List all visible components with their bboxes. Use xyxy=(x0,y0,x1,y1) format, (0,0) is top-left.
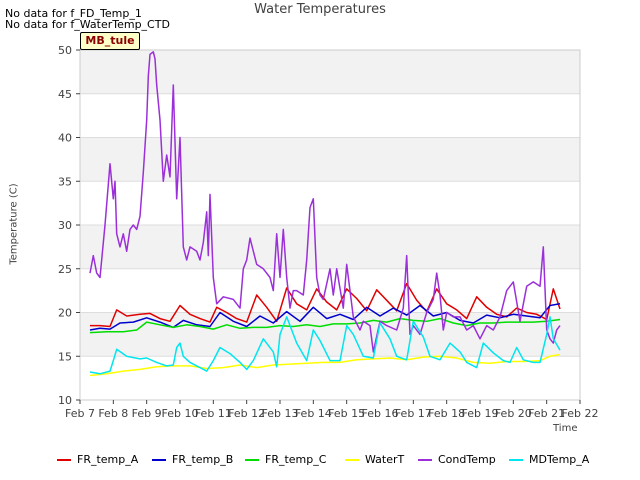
legend-item-fr-temp-c: FR_temp_C xyxy=(245,453,326,466)
plot-band xyxy=(80,312,580,357)
site-badge: MB_tule xyxy=(80,32,140,50)
no-data-note-1: No data for f_FD_Temp_1 xyxy=(5,7,142,20)
legend-label: FR_temp_A xyxy=(77,453,139,466)
y-tick-label: 45 xyxy=(58,88,72,101)
series-line-fr-temp-c xyxy=(89,317,561,334)
x-tick-label: Feb 14 xyxy=(295,407,332,420)
legend-swatch xyxy=(245,458,259,461)
x-tick-label: Feb 13 xyxy=(262,407,299,420)
x-tick-label: Feb 19 xyxy=(462,407,499,420)
plot-band xyxy=(80,181,580,225)
series-line-fr-temp-a xyxy=(90,282,561,328)
x-tick-label: Feb 20 xyxy=(495,407,532,420)
x-tick-label: Feb 10 xyxy=(162,407,199,420)
y-tick-label: 40 xyxy=(58,132,72,145)
legend-swatch xyxy=(57,458,71,461)
legend-swatch xyxy=(345,458,359,461)
x-tick-label: Feb 7 xyxy=(65,407,95,420)
x-tick-label: Feb 21 xyxy=(528,407,565,420)
plot-band xyxy=(80,137,580,182)
legend: FR_temp_A FR_temp_B FR_temp_C WaterT CondTem… xyxy=(0,453,640,469)
legend-item-watert: WaterT xyxy=(345,453,404,466)
y-tick-label: 15 xyxy=(58,350,72,363)
series-line-mdtemp-a xyxy=(89,316,561,375)
y-tick-label: 10 xyxy=(58,394,72,407)
x-tick-label: Feb 8 xyxy=(98,407,128,420)
y-tick-label: 50 xyxy=(58,44,72,57)
x-tick-label: Feb 11 xyxy=(195,407,232,420)
legend-label: WaterT xyxy=(365,453,405,466)
y-tick-label: 30 xyxy=(58,219,72,232)
y-axis-label: Temperature (C) xyxy=(8,183,20,265)
legend-label: MDTemp_A xyxy=(529,453,590,466)
x-tick-label: Feb 16 xyxy=(362,407,399,420)
x-tick-label: Feb 18 xyxy=(428,407,465,420)
plot-band xyxy=(80,225,580,269)
legend-item-condtemp: CondTemp xyxy=(418,453,496,466)
legend-label: FR_temp_B xyxy=(172,453,234,466)
x-tick-label: Feb 15 xyxy=(328,407,365,420)
legend-item-fr-temp-a: FR_temp_A xyxy=(57,453,138,466)
legend-item-fr-temp-b: FR_temp_B xyxy=(152,453,233,466)
series-line-condtemp xyxy=(89,51,561,353)
legend-label: FR_temp_C xyxy=(265,453,327,466)
no-data-note-2: No data for f_WaterTemp_CTD xyxy=(5,18,170,31)
series-lines xyxy=(89,51,561,377)
x-tick-label: Feb 17 xyxy=(395,407,432,420)
plot-band xyxy=(80,93,580,138)
series-line-fr-temp-b xyxy=(89,303,561,331)
plot-background-bands xyxy=(80,50,580,400)
x-axis-label: Time xyxy=(553,423,578,434)
x-tick-label: Feb 22 xyxy=(562,407,599,420)
plot-band xyxy=(80,50,580,94)
legend-label: CondTemp xyxy=(438,453,496,466)
y-tick-label: 25 xyxy=(58,263,72,276)
plot-band xyxy=(80,268,580,313)
y-tick-label: 35 xyxy=(58,175,72,188)
chart-title: Water Temperatures xyxy=(254,2,386,17)
legend-swatch xyxy=(509,458,523,461)
x-tick-label: Feb 9 xyxy=(132,407,162,420)
y-axis-ticks: 10 15 20 25 30 35 40 45 50 xyxy=(58,44,80,407)
x-tick-label: Feb 12 xyxy=(228,407,265,420)
plot-band xyxy=(80,356,580,400)
legend-swatch xyxy=(418,458,432,461)
y-tick-label: 20 xyxy=(58,307,72,320)
legend-swatch xyxy=(152,458,166,461)
legend-item-mdtemp-a: MDTemp_A xyxy=(509,453,589,466)
